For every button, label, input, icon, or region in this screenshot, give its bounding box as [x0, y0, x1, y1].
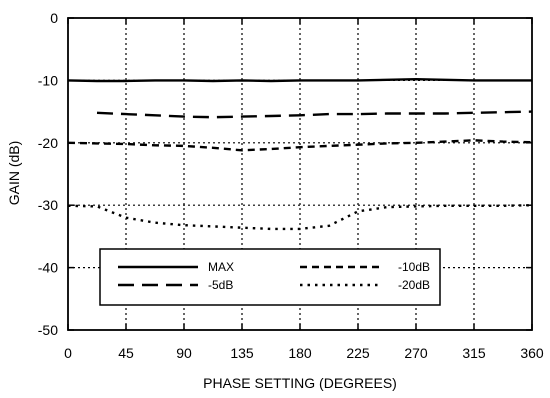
y-tick-label: -10 [38, 72, 58, 88]
series-group [67, 77, 533, 231]
x-tick-label: 90 [176, 345, 192, 361]
x-tick-label: 180 [288, 345, 312, 361]
series-line-20db [67, 204, 533, 231]
legend-label-20db: -20dB [398, 278, 430, 292]
series-line-5db [96, 110, 533, 119]
y-axis-label: GAIN (dB) [6, 141, 22, 206]
x-axis-label: PHASE SETTING (DEGREES) [203, 375, 397, 391]
y-tick-label: -50 [38, 322, 58, 338]
x-tick-label: 315 [462, 345, 486, 361]
x-tick-label: 225 [346, 345, 370, 361]
legend: MAX -10dB -5dB -20dB [99, 248, 441, 306]
x-tick-label: 135 [230, 345, 254, 361]
axis-ticks: 0 45 90 135 180 225 270 315 360 0 -10 -20 -30 -40 -50 [38, 10, 544, 361]
legend-label-max: MAX [208, 260, 234, 274]
series-line-max [67, 77, 532, 83]
legend-label-5db: -5dB [208, 278, 233, 292]
y-tick-label: -20 [38, 135, 58, 151]
x-tick-label: 0 [64, 345, 72, 361]
y-tick-label: 0 [50, 10, 58, 26]
x-tick-label: 45 [118, 345, 134, 361]
series-line-10db [67, 139, 533, 152]
legend-label-10db: -10dB [398, 260, 430, 274]
y-tick-label: -40 [38, 260, 58, 276]
x-tick-label: 360 [520, 345, 544, 361]
legend-box [99, 248, 441, 306]
x-tick-label: 270 [404, 345, 428, 361]
y-tick-label: -30 [38, 197, 58, 213]
